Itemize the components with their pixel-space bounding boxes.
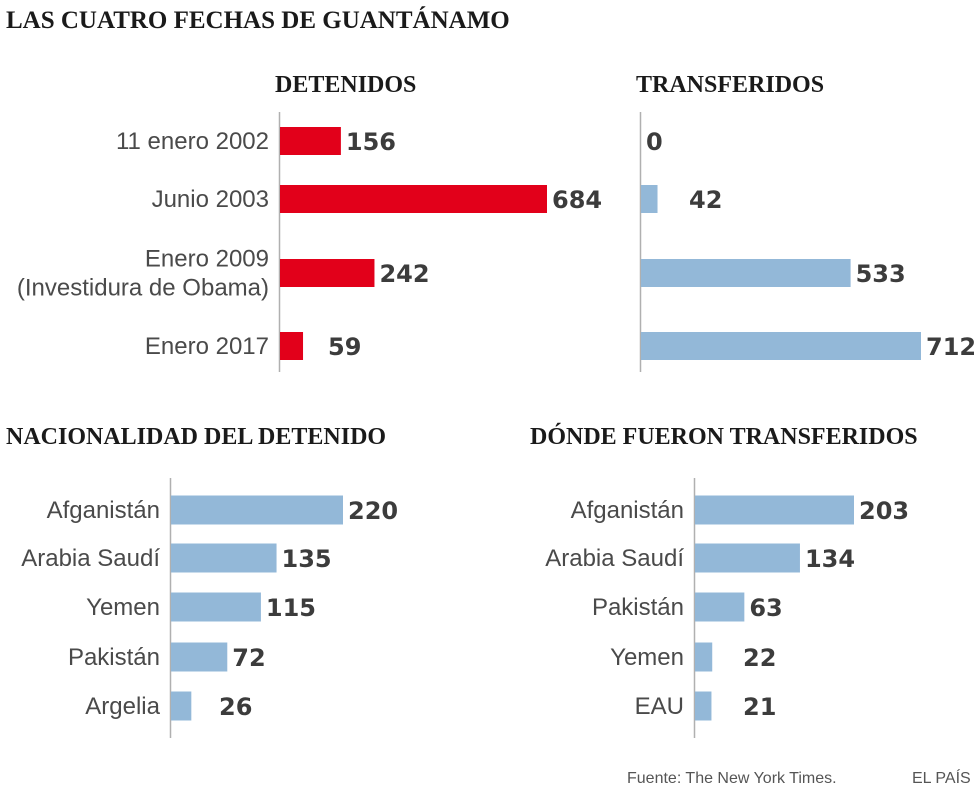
category-label: Enero 2017 xyxy=(145,333,269,360)
bar-arabia-saudi xyxy=(171,543,277,573)
bar-enero-2017 xyxy=(641,332,921,360)
bar-junio-2003 xyxy=(641,185,658,213)
bar-junio-2003 xyxy=(280,185,547,213)
value-label: 156 xyxy=(346,128,396,156)
value-label: 42 xyxy=(689,186,722,214)
category-label: Arabia Saudí xyxy=(21,545,160,572)
chart-title: DETENIDOS xyxy=(275,72,416,98)
value-label: 684 xyxy=(552,186,602,214)
category-label: Yemen xyxy=(610,644,684,671)
value-label: 63 xyxy=(749,594,782,622)
bar-afganistan xyxy=(695,495,854,525)
value-label: 0 xyxy=(646,128,663,156)
category-label: Yemen xyxy=(86,594,160,621)
bar-yemen xyxy=(171,592,261,622)
source-note: Fuente: The New York Times. xyxy=(627,770,837,787)
chart-title: TRANSFERIDOS xyxy=(636,72,824,98)
value-label: 533 xyxy=(856,260,906,288)
category-label: Junio 2003 xyxy=(152,186,269,213)
bar-pakistan xyxy=(171,642,228,672)
value-label: 203 xyxy=(859,497,909,525)
value-label: 21 xyxy=(743,693,776,721)
value-label: 59 xyxy=(328,333,361,361)
bar-afganistan xyxy=(171,495,343,525)
category-label: Afganistán xyxy=(47,497,160,524)
transferidos-panel: TRANSFERIDOS 0 42 533 712 xyxy=(636,72,976,372)
category-label: Pakistán xyxy=(68,644,160,671)
value-label: 220 xyxy=(348,497,398,525)
bar-enero-2017 xyxy=(280,332,304,360)
nacionalidad-panel: NACIONALIDAD DEL DETENIDO 220 Afganistán 13… xyxy=(6,424,398,738)
bar-enero-2009 xyxy=(280,259,375,287)
chart-title: NACIONALIDAD DEL DETENIDO xyxy=(6,424,386,450)
bar-pakistan xyxy=(695,592,745,622)
category-label: Pakistán xyxy=(592,594,684,621)
main-title: LAS CUATRO FECHAS DE GUANTÁNAMO xyxy=(6,6,510,34)
value-label: 135 xyxy=(282,545,332,573)
value-label: 134 xyxy=(805,545,855,573)
value-label: 712 xyxy=(926,333,976,361)
chart-title: DÓNDE FUERON TRANSFERIDOS xyxy=(530,423,918,450)
category-label: Enero 2009 xyxy=(145,246,269,273)
bar-yemen xyxy=(695,642,713,672)
category-label: Arabia Saudí xyxy=(545,545,684,572)
category-label: Afganistán xyxy=(571,497,684,524)
bar-eau xyxy=(695,691,712,721)
value-label: 242 xyxy=(379,260,429,288)
category-label: Argelia xyxy=(85,693,160,720)
bar-enero-2009 xyxy=(641,259,851,287)
bar-arabia-saudi xyxy=(695,543,800,573)
category-label: EAU xyxy=(635,693,684,720)
value-label: 115 xyxy=(266,594,316,622)
value-label: 72 xyxy=(232,644,265,672)
category-label: 11 enero 2002 xyxy=(116,128,269,155)
bar-11-enero-2002 xyxy=(280,127,341,155)
destino-panel: DÓNDE FUERON TRANSFERIDOS 203 Afganistán 13… xyxy=(530,423,918,738)
value-label: 22 xyxy=(743,644,776,672)
bar-argelia xyxy=(171,691,192,721)
value-label: 26 xyxy=(219,693,252,721)
detenidos-panel: DETENIDOS 156 11 enero 2002 684 Junio 2003 24… xyxy=(17,72,602,372)
brand-label: EL PAÍS xyxy=(912,768,971,787)
category-label: (Investidura de Obama) xyxy=(17,275,269,302)
